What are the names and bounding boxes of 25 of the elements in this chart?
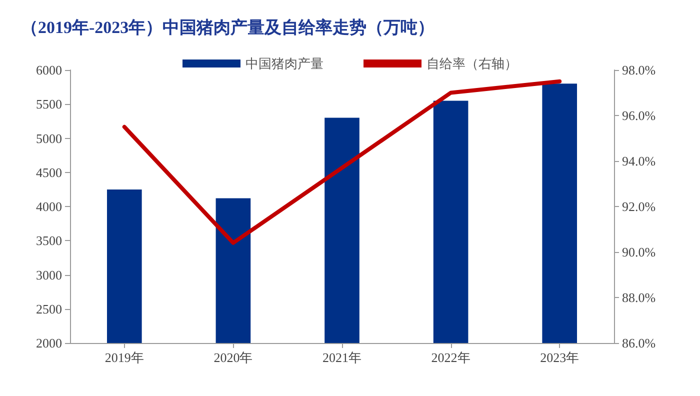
- chart-title: （2019年-2023年）中国猪肉产量及自给率走势（万吨）: [21, 18, 435, 37]
- x-tick-label: 2022年: [431, 350, 470, 365]
- legend-label: 中国猪肉产量: [246, 56, 324, 71]
- x-tick-label: 2019年: [104, 350, 144, 365]
- y-tick-label: 6000: [36, 62, 62, 78]
- y-tick-label: 5500: [36, 96, 62, 112]
- y-tick-label: 4500: [36, 164, 62, 180]
- y2-tick-label: 94.0%: [622, 154, 656, 168]
- y-tick-label: 3000: [36, 267, 62, 282]
- y-tick-label: 2500: [36, 301, 62, 316]
- y2-tick-label: 88.0%: [622, 290, 656, 305]
- x-tick-label: 2023年: [540, 350, 580, 365]
- y2-tick-label: 98.0%: [622, 62, 656, 78]
- y2-tick-label: 92.0%: [622, 199, 656, 214]
- line-series: [122, 79, 562, 245]
- legend-label: 自给率（右轴）: [426, 56, 518, 71]
- y2-tick-label: 96.0%: [622, 108, 656, 123]
- y-tick-label: 3500: [36, 233, 62, 248]
- y-tick-label: 2000: [36, 336, 62, 350]
- y2-tick-label: 90.0%: [622, 244, 656, 260]
- y-tick-label: 4000: [36, 199, 62, 214]
- y-tick-label: 5000: [36, 130, 62, 146]
- x-tick-label: 2020年: [214, 350, 253, 365]
- y2-tick-label: 86.0%: [622, 336, 656, 350]
- x-tick-label: 2021年: [322, 350, 362, 365]
